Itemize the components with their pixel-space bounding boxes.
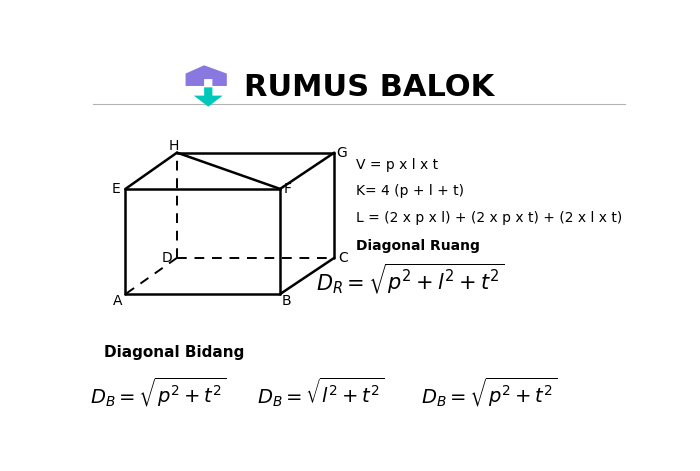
Text: $D_B = \sqrt{l^2 + t^2}$: $D_B = \sqrt{l^2 + t^2}$ [257, 375, 384, 409]
Text: E: E [111, 182, 120, 196]
Text: L = (2 x p x l) + (2 x p x t) + (2 x l x t): L = (2 x p x l) + (2 x p x t) + (2 x l x… [356, 211, 622, 225]
Text: F: F [284, 182, 292, 196]
Text: Diagonal Bidang: Diagonal Bidang [104, 345, 244, 359]
Text: A: A [113, 293, 122, 308]
Text: Diagonal Ruang: Diagonal Ruang [356, 239, 480, 253]
Text: RUMUS BALOK: RUMUS BALOK [244, 73, 495, 102]
Polygon shape [194, 87, 223, 106]
Text: G: G [337, 146, 347, 160]
Text: $D_R = \sqrt{p^2 + l^2 + t^2}$: $D_R = \sqrt{p^2 + l^2 + t^2}$ [316, 261, 505, 296]
Polygon shape [186, 65, 227, 86]
Text: B: B [282, 293, 291, 308]
Text: $D_B = \sqrt{p^2 + t^2}$: $D_B = \sqrt{p^2 + t^2}$ [90, 375, 226, 409]
Text: V = p x l x t: V = p x l x t [356, 158, 438, 172]
Text: K= 4 (p + l + t): K= 4 (p + l + t) [356, 184, 464, 198]
Text: $D_B = \sqrt{p^2 + t^2}$: $D_B = \sqrt{p^2 + t^2}$ [421, 375, 557, 409]
Text: H: H [169, 139, 179, 153]
Text: C: C [338, 251, 348, 265]
Text: D: D [162, 251, 173, 265]
